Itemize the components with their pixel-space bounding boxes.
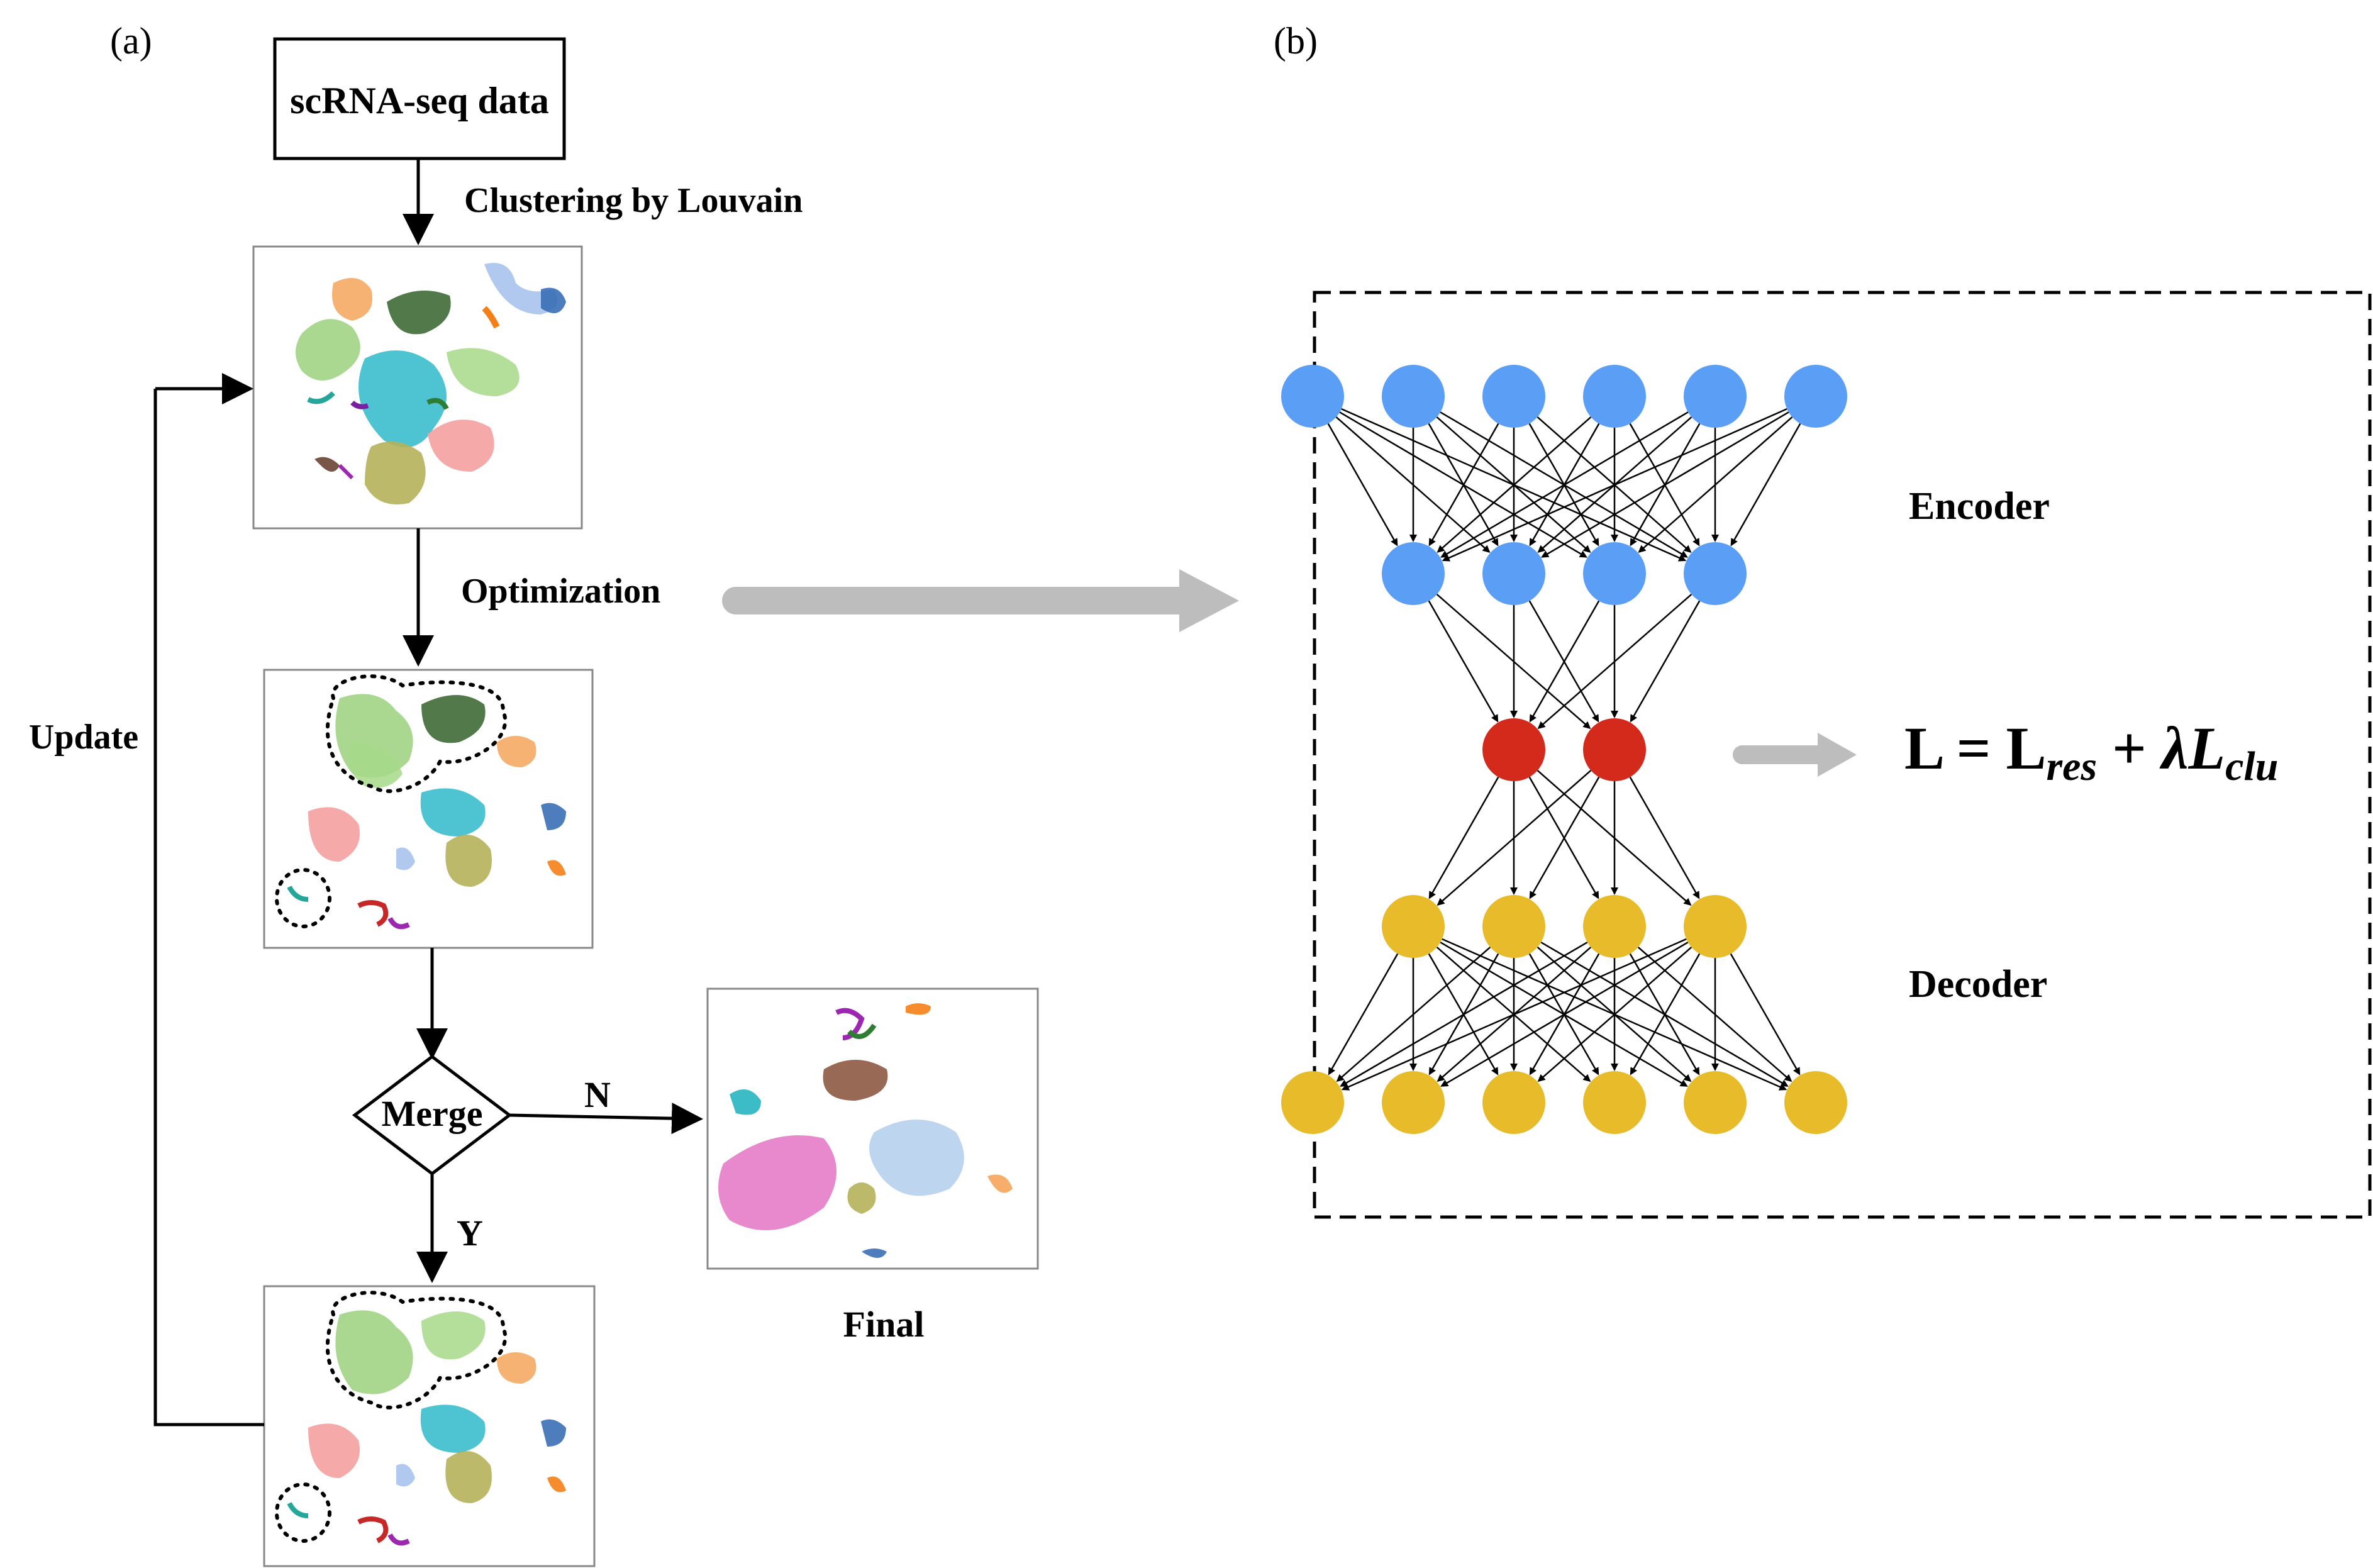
input-node xyxy=(1684,365,1747,428)
latent-node xyxy=(1583,718,1646,781)
step-optimize-label: Optimization xyxy=(461,572,660,611)
merge-label: Merge xyxy=(382,1093,483,1134)
network-edge xyxy=(1440,411,1689,558)
network-edge xyxy=(1327,423,1398,547)
output-node xyxy=(1583,1071,1646,1134)
network-edge xyxy=(1428,776,1499,899)
loss-lhs: L xyxy=(1904,714,1942,782)
input-data-box xyxy=(273,37,566,160)
loss-formula: L = Lres + λLclu xyxy=(1904,714,2278,789)
network-edge xyxy=(1437,416,1592,553)
input-node xyxy=(1482,365,1545,428)
decoder-label: Decoder xyxy=(1909,963,2047,1006)
loss-term2: L xyxy=(2187,714,2225,782)
network-edge xyxy=(1336,946,1491,1082)
input-node xyxy=(1382,365,1445,428)
network-edge xyxy=(1428,600,1499,723)
encoder-hidden-node xyxy=(1684,542,1747,605)
umap-scatter-plot-icon xyxy=(706,987,1039,1270)
network-edge xyxy=(1730,423,1801,547)
network-edge xyxy=(1442,408,1787,562)
decoder-hidden-node xyxy=(1382,895,1445,958)
update-loop-arrow xyxy=(153,373,264,1426)
network-edge xyxy=(1730,953,1801,1076)
network-edge xyxy=(1537,946,1692,1082)
decoder-hidden-node xyxy=(1482,895,1545,958)
arrow-icon xyxy=(1733,733,1857,777)
loss-term2-sub: clu xyxy=(2225,743,2278,789)
network-edge xyxy=(1537,593,1692,730)
encoder-hidden-node xyxy=(1583,542,1646,605)
loss-lambda: λ xyxy=(2159,714,2189,782)
output-node xyxy=(1281,1071,1344,1134)
network-nodes xyxy=(1281,365,1847,1134)
arrow-icon xyxy=(722,569,1239,632)
loss-term1-sub: res xyxy=(2046,743,2097,789)
output-node xyxy=(1382,1071,1445,1134)
network-edge xyxy=(1541,411,1789,558)
loss-equals: = xyxy=(1942,714,2006,782)
step-cluster-label: Clustering by Louvain xyxy=(464,181,803,220)
network-edge xyxy=(1328,953,1399,1076)
encoder-label: Encoder xyxy=(1909,485,2050,528)
update-label: Update xyxy=(29,718,138,757)
input-node xyxy=(1281,365,1344,428)
encoder-hidden-node xyxy=(1382,542,1445,605)
network-edge xyxy=(1428,423,1499,547)
umap-scatter-plot-icon xyxy=(263,669,594,949)
panel-a-label: (a) xyxy=(110,20,152,62)
output-node xyxy=(1784,1071,1847,1134)
output-node xyxy=(1482,1071,1545,1134)
network-edge xyxy=(1440,942,1689,1087)
umap-scatter-plot-icon xyxy=(263,1285,596,1567)
loss-plus: + xyxy=(2097,714,2162,782)
loss-term1: L xyxy=(2006,714,2046,782)
umap-scatter-plot-icon xyxy=(252,245,583,530)
input-node xyxy=(1583,365,1646,428)
input-data-label: scRNA-seq data xyxy=(290,80,549,121)
arrow-icon xyxy=(509,1103,703,1135)
panel-b-label: (b) xyxy=(1274,20,1318,62)
network-edge xyxy=(1529,600,1600,723)
input-node xyxy=(1784,365,1847,428)
network-edge xyxy=(1629,776,1700,899)
autoencoder-frame xyxy=(1313,291,2372,1219)
network-edge xyxy=(1529,776,1600,899)
decoder-hidden-node xyxy=(1684,895,1747,958)
branch-yes-label: Y xyxy=(457,1213,483,1254)
latent-node xyxy=(1482,718,1545,781)
network-edge xyxy=(1340,942,1588,1087)
network-edges xyxy=(1327,408,1801,1091)
branch-no-label: N xyxy=(584,1074,611,1115)
network-edge xyxy=(1638,416,1793,553)
network-edge xyxy=(1341,938,1687,1091)
output-node xyxy=(1684,1071,1747,1134)
encoder-hidden-node xyxy=(1482,542,1545,605)
network-edge xyxy=(1630,953,1701,1076)
network-edge xyxy=(1630,600,1701,723)
decoder-hidden-node xyxy=(1583,895,1646,958)
final-label: Final xyxy=(843,1304,925,1345)
network-edge xyxy=(1437,770,1592,906)
